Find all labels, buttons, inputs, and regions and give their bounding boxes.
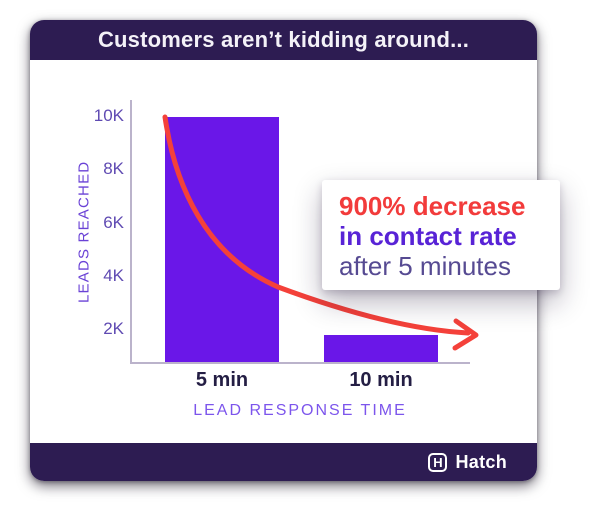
annotation-card: 900% decrease in contact rate after 5 mi… <box>322 180 560 290</box>
hatch-logo-letter: H <box>433 454 443 470</box>
annotation-line: 900% decrease <box>339 191 526 221</box>
y-tick-label: 2K <box>103 319 124 338</box>
title-bar: Customers aren’t kidding around... <box>30 20 537 60</box>
annotation-line: after 5 minutes <box>339 251 511 281</box>
infographic-card: Customers aren’t kidding around... LEADS… <box>30 20 560 481</box>
bar-category-label: 5 min <box>195 369 249 391</box>
page-title: Customers aren’t kidding around... <box>97 27 470 52</box>
hatch-logo-icon: H <box>428 452 448 472</box>
y-tick-label: 4K <box>103 265 124 285</box>
y-tick-label: 10K <box>93 106 124 126</box>
trend-arrowhead-icon <box>452 318 479 351</box>
y-axis-line <box>130 100 132 364</box>
y-tick-label: 8K <box>103 159 124 179</box>
annotation-line: in contact rate <box>339 221 517 251</box>
x-axis-line <box>130 362 470 364</box>
bar-category-label: 10 min <box>349 369 413 391</box>
bar <box>165 117 279 362</box>
x-axis-label: LEAD RESPONSE TIME <box>193 402 407 419</box>
brand-name: Hatch <box>455 451 507 472</box>
footer-bar: H Hatch <box>30 443 537 481</box>
y-tick-label: 6K <box>103 212 124 232</box>
bar <box>324 335 438 362</box>
